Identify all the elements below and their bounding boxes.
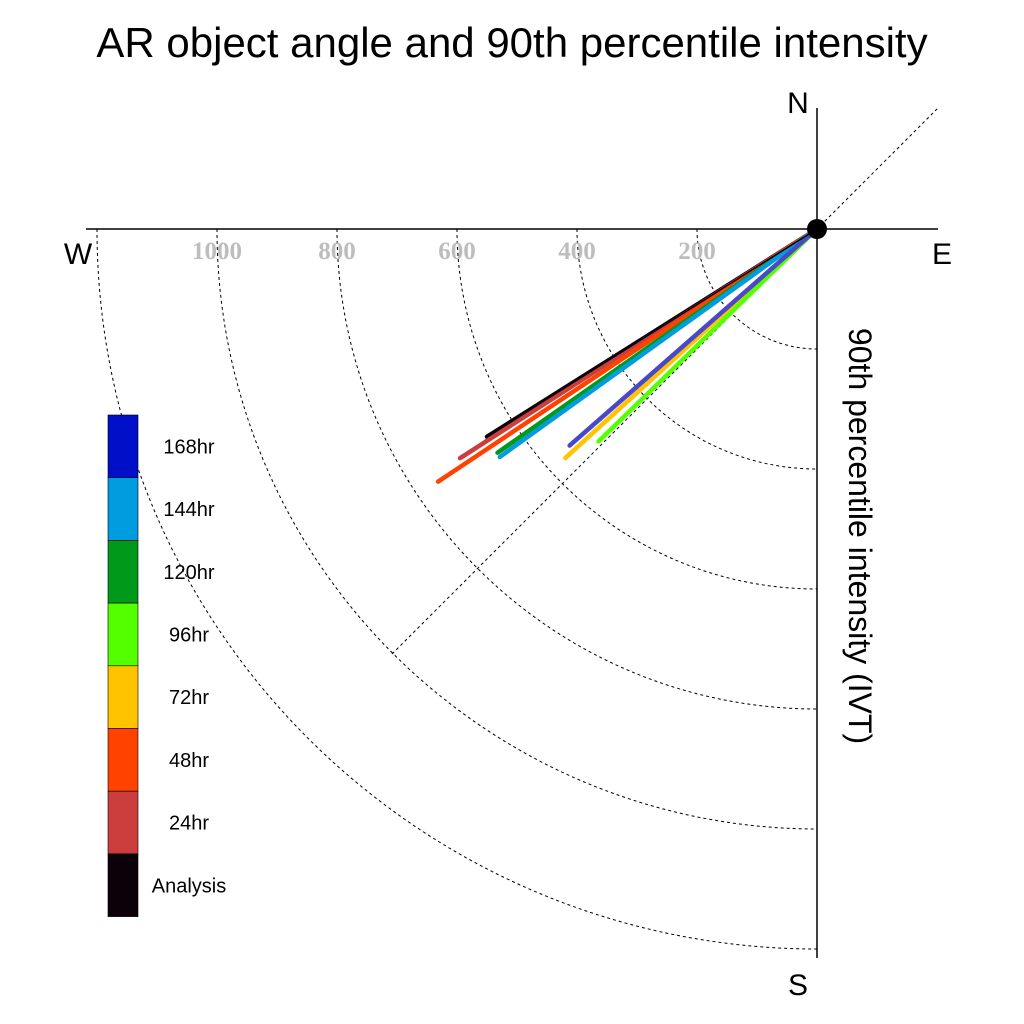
legend-swatch-168hr: [107, 414, 139, 479]
legend-swatch-96hr: [107, 602, 139, 667]
legend-label-144hr: 144hr: [163, 499, 214, 521]
vector-168hr: [567, 226, 820, 448]
reference-diagonal-line: [391, 108, 938, 655]
legend-swatch-120hr: [107, 540, 139, 604]
compass-east-label: E: [932, 238, 952, 271]
chart-title: AR object angle and 90th percentile inte…: [96, 19, 927, 66]
vector-96hr: [596, 226, 820, 444]
ring-label-400: 400: [558, 238, 596, 265]
compass-west-label: W: [64, 238, 93, 271]
legend-label-72hr: 72hr: [169, 687, 209, 709]
ring-1000: [216, 228, 818, 830]
forecast-vectors: [435, 226, 820, 484]
radial-axis-title: 90th percentile intensity (IVT): [842, 328, 878, 744]
legend-label-120hr: 120hr: [163, 562, 214, 584]
ring-label-1000: 1000: [192, 238, 242, 265]
ring-label-800: 800: [318, 238, 356, 265]
legend-swatch-24hr: [107, 790, 139, 855]
legend-swatch-144hr: [107, 477, 139, 541]
ring-label-200: 200: [678, 238, 716, 265]
origin-marker: [807, 219, 827, 239]
ring-labels: 200 400 600 800 1000: [192, 238, 716, 265]
ring-200: [696, 228, 818, 350]
ring-label-600: 600: [438, 238, 476, 265]
legend-label-168hr: 168hr: [163, 436, 214, 458]
compass-south-label: S: [788, 969, 808, 1002]
legend-swatch-72hr: [107, 665, 139, 729]
legend-swatch-48hr: [107, 728, 139, 792]
legend-label-analysis: Analysis: [152, 875, 226, 897]
legend-label-48hr: 48hr: [169, 750, 209, 772]
compass-north-label: N: [787, 87, 809, 120]
legend-swatch-analysis: [107, 853, 139, 917]
legend-label-24hr: 24hr: [169, 813, 209, 835]
vector-analysis-core: [486, 228, 818, 438]
ring-outer: [96, 228, 818, 950]
vector-144hr: [497, 226, 820, 460]
legend-label-96hr: 96hr: [169, 624, 209, 646]
lead-time-legend: 168hr 144hr 120hr 96hr 72hr 48hr 24hr Analysis: [107, 414, 226, 917]
